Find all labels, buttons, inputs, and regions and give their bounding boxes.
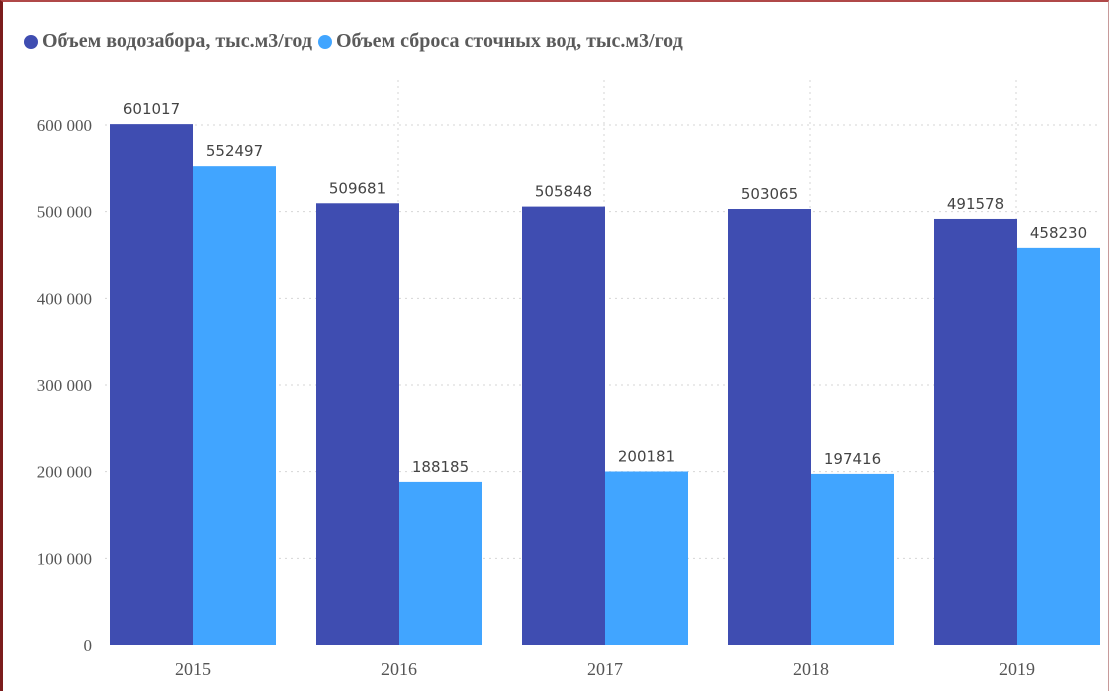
data-label: 601017 (123, 100, 180, 118)
y-tick-label: 400 000 (37, 289, 92, 308)
bar (316, 203, 399, 645)
data-label: 491578 (947, 195, 1004, 213)
legend-item-wastewater[interactable]: Объем сброса сточных вод, тыс.м3/год (317, 30, 683, 53)
data-label: 188185 (412, 458, 469, 476)
data-label: 552497 (206, 142, 263, 160)
x-tick-label: 2015 (175, 659, 211, 679)
y-tick-label: 200 000 (37, 463, 92, 482)
x-tick-label: 2017 (587, 659, 623, 679)
bar (110, 124, 193, 646)
legend-item-water-intake[interactable]: Объем водозабора, тыс.м3/год (24, 30, 312, 53)
x-tick-label: 2019 (999, 659, 1035, 679)
data-label: 505848 (535, 183, 592, 201)
y-tick-label: 0 (84, 636, 93, 655)
data-label: 197416 (824, 450, 881, 468)
data-label: 509681 (329, 179, 386, 197)
legend-label-wastewater: Объем сброса сточных вод, тыс.м3/год (335, 30, 683, 52)
x-tick-label: 2016 (381, 659, 417, 679)
bar (934, 218, 1017, 645)
chart-legend: Объем водозабора, тыс.м3/год Объем сброс… (24, 30, 689, 53)
y-tick-label: 100 000 (37, 549, 92, 568)
data-label: 458230 (1030, 224, 1087, 242)
data-label: 503065 (741, 185, 798, 203)
bar (399, 481, 482, 645)
legend-label-water-intake: Объем водозабора, тыс.м3/год (42, 30, 312, 52)
legend-marker-water-intake (24, 34, 38, 49)
y-tick-label: 300 000 (37, 376, 92, 395)
bar (193, 166, 276, 646)
x-tick-label: 2018 (793, 659, 829, 679)
bar (811, 473, 894, 645)
y-tick-label: 500 000 (37, 203, 92, 222)
bar (1017, 247, 1100, 645)
y-tick-label: 600 000 (37, 116, 92, 135)
bar (522, 206, 605, 646)
bar (728, 209, 811, 646)
legend-marker-wastewater (317, 34, 332, 49)
bar (605, 471, 688, 645)
data-label: 200181 (618, 448, 675, 466)
